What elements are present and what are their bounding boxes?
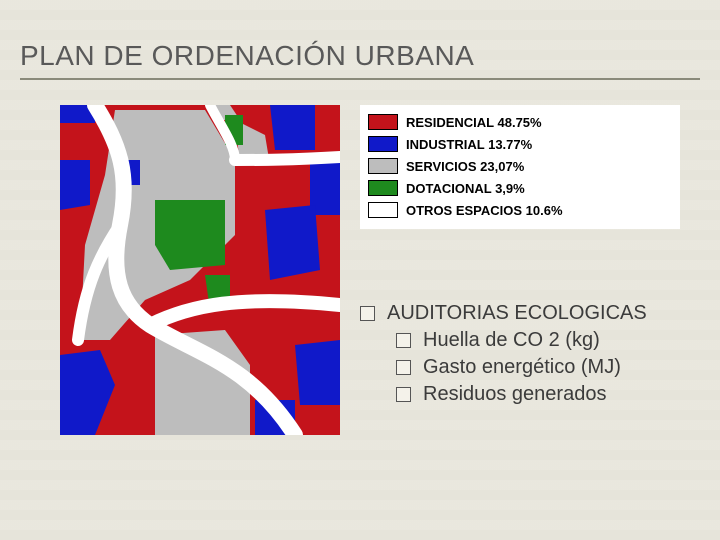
bullet-box-icon	[396, 360, 411, 375]
swatch-servicios	[368, 158, 398, 174]
swatch-otros	[368, 202, 398, 218]
swatch-industrial	[368, 136, 398, 152]
bullets-block: AUDITORIAS ECOLOGICAS Huella de CO 2 (kg…	[360, 300, 647, 408]
bullet-item-0: Huella de CO 2 (kg)	[396, 327, 647, 354]
page-title: PLAN DE ORDENACIÓN URBANA	[20, 40, 474, 72]
legend-label: OTROS ESPACIOS 10.6%	[406, 203, 563, 218]
bullet-main: AUDITORIAS ECOLOGICAS	[360, 300, 647, 327]
bullet-box-icon	[396, 333, 411, 348]
bullet-item-2: Residuos generados	[396, 381, 647, 408]
bullet-item-1: Gasto energético (MJ)	[396, 354, 647, 381]
swatch-dotacional	[368, 180, 398, 196]
title-underline	[20, 78, 700, 80]
legend: RESIDENCIAL 48.75% INDUSTRIAL 13.77% SER…	[360, 105, 680, 229]
swatch-residencial	[368, 114, 398, 130]
legend-row-dotacional: DOTACIONAL 3,9%	[368, 177, 672, 199]
legend-label: DOTACIONAL 3,9%	[406, 181, 525, 196]
landuse-map	[60, 105, 340, 435]
legend-row-residencial: RESIDENCIAL 48.75%	[368, 111, 672, 133]
bullet-item-label: Gasto energético (MJ)	[423, 354, 621, 381]
legend-row-servicios: SERVICIOS 23,07%	[368, 155, 672, 177]
legend-row-otros: OTROS ESPACIOS 10.6%	[368, 199, 672, 221]
bullet-item-label: Huella de CO 2 (kg)	[423, 327, 600, 354]
bullet-box-icon	[396, 387, 411, 402]
bullet-item-label: Residuos generados	[423, 381, 606, 408]
legend-label: RESIDENCIAL 48.75%	[406, 115, 542, 130]
bullet-main-l1: AUDITORIAS ECOLOGICAS	[387, 302, 647, 324]
legend-label: INDUSTRIAL 13.77%	[406, 137, 532, 152]
legend-label: SERVICIOS 23,07%	[406, 159, 524, 174]
legend-row-industrial: INDUSTRIAL 13.77%	[368, 133, 672, 155]
landuse-map-svg	[60, 105, 340, 435]
bullet-box-icon	[360, 306, 375, 321]
